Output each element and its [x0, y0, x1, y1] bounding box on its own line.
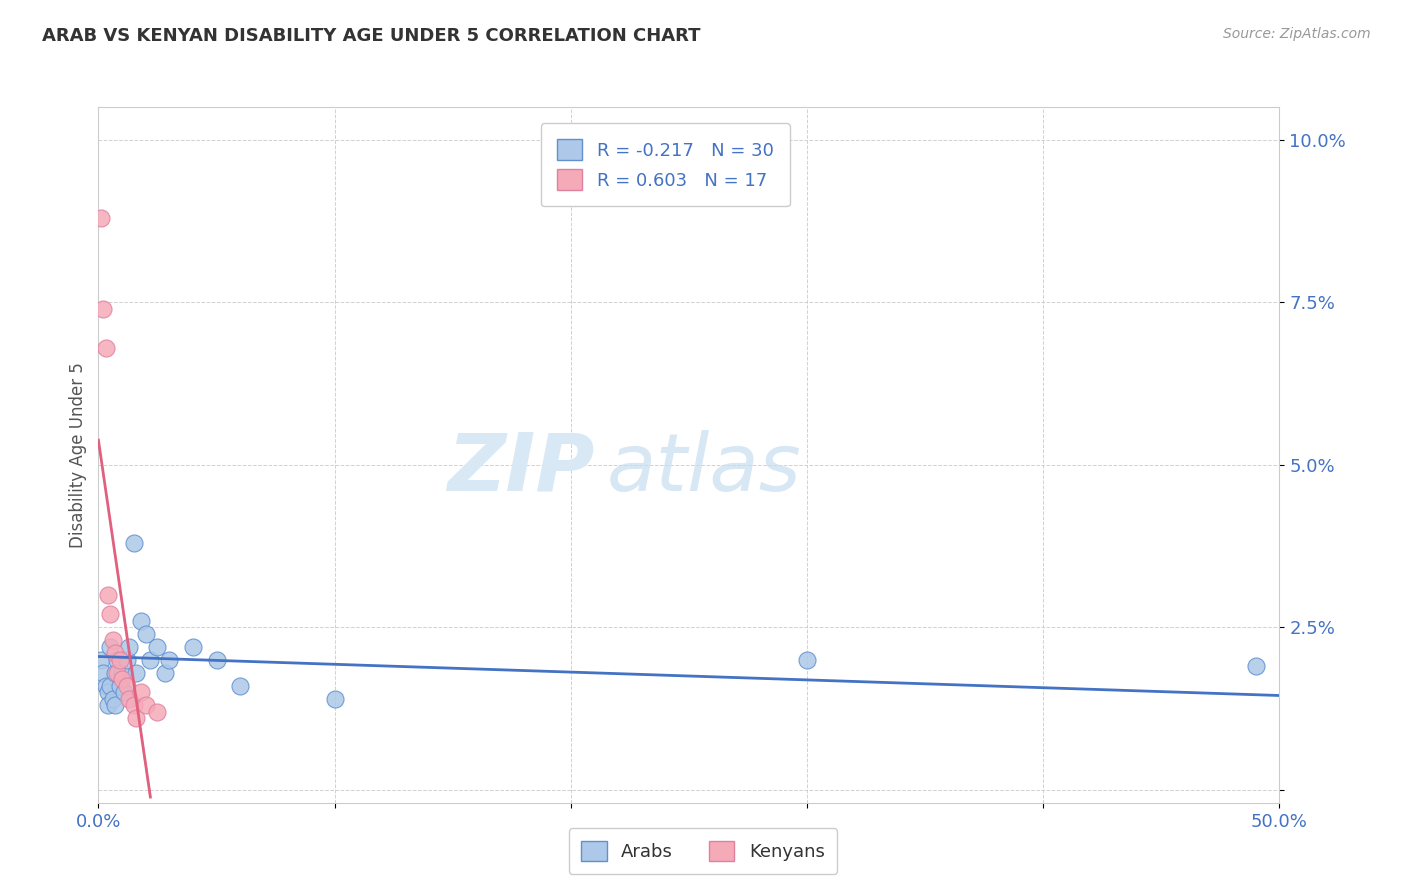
Point: [101, 691, 124, 706]
Point: [796, 653, 818, 667]
Point: [105, 665, 128, 680]
Point: [94, 341, 117, 355]
Text: Source: ZipAtlas.com: Source: ZipAtlas.com: [1223, 27, 1371, 41]
Point: [1244, 659, 1267, 673]
Point: [146, 640, 169, 654]
Point: [118, 691, 141, 706]
Point: [104, 665, 127, 680]
Point: [135, 698, 157, 713]
Point: [98, 679, 121, 693]
Point: [98, 640, 121, 654]
Point: [91, 301, 114, 316]
Point: [104, 646, 127, 660]
Point: [181, 640, 204, 654]
Point: [91, 665, 114, 680]
Legend: R = -0.217   N = 30, R = 0.603   N = 17: R = -0.217 N = 30, R = 0.603 N = 17: [541, 123, 790, 206]
Point: [139, 653, 162, 667]
Point: [135, 626, 157, 640]
Point: [108, 653, 131, 667]
Point: [115, 679, 138, 693]
Y-axis label: Disability Age Under 5: Disability Age Under 5: [69, 362, 87, 548]
Point: [94, 679, 117, 693]
Point: [105, 653, 128, 667]
Point: [118, 640, 141, 654]
Point: [129, 614, 152, 628]
Point: [122, 535, 145, 549]
Point: [129, 685, 152, 699]
Point: [98, 607, 121, 622]
Point: [157, 653, 180, 667]
Text: ZIP: ZIP: [447, 430, 595, 508]
Text: ARAB VS KENYAN DISABILITY AGE UNDER 5 CORRELATION CHART: ARAB VS KENYAN DISABILITY AGE UNDER 5 CO…: [42, 27, 700, 45]
Point: [101, 633, 124, 648]
Legend: Arabs, Kenyans: Arabs, Kenyans: [568, 828, 838, 874]
Point: [108, 679, 131, 693]
Point: [97, 685, 120, 699]
Point: [90, 653, 112, 667]
Point: [90, 211, 112, 225]
Point: [146, 705, 169, 719]
Point: [111, 665, 134, 680]
Point: [97, 698, 120, 713]
Point: [205, 653, 228, 667]
Point: [122, 698, 145, 713]
Text: atlas: atlas: [606, 430, 801, 508]
Point: [112, 685, 135, 699]
Point: [229, 679, 252, 693]
Point: [104, 698, 127, 713]
Point: [125, 711, 148, 725]
Point: [97, 588, 120, 602]
Point: [111, 672, 134, 686]
Point: [125, 665, 148, 680]
Point: [323, 691, 346, 706]
Point: [115, 653, 138, 667]
Point: [153, 665, 176, 680]
